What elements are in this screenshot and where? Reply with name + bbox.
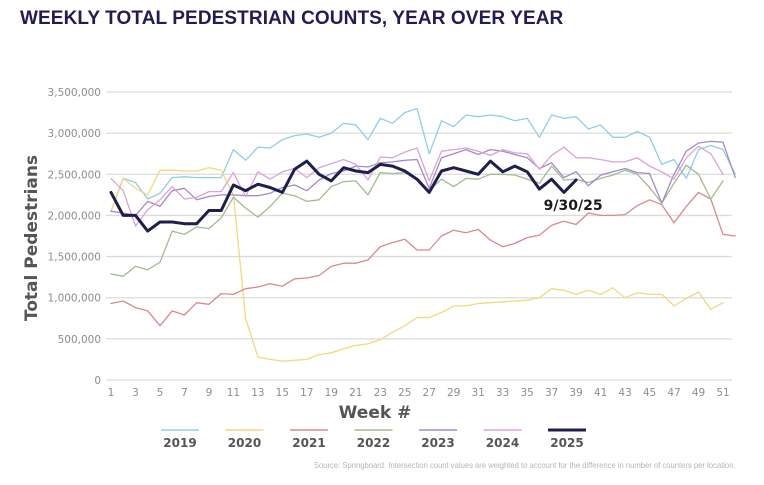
x-tick-label: 5 <box>157 387 164 399</box>
legend-label: 2019 <box>163 436 196 450</box>
y-axis-label: Total Pedestrians <box>22 155 42 321</box>
x-tick-label: 45 <box>643 387 656 399</box>
annotation-label: 9/30/25 <box>544 198 603 214</box>
x-tick-label: 19 <box>325 387 338 399</box>
series-lines <box>109 107 736 362</box>
x-tick-label: 3 <box>132 387 139 399</box>
legend-item-2021: 2021 <box>290 429 328 450</box>
y-tick-label: 1,500,000 <box>48 252 101 264</box>
legend-label: 2020 <box>228 436 261 450</box>
x-tick-label: 31 <box>472 387 485 399</box>
x-tick-label: 43 <box>618 387 631 399</box>
x-tick-label: 51 <box>716 387 729 399</box>
x-tick-label: 25 <box>398 387 411 399</box>
x-tick-label: 29 <box>447 387 460 399</box>
x-tick-label: 39 <box>569 387 582 399</box>
legend-label: 2023 <box>421 436 454 450</box>
x-tick-label: 23 <box>374 387 387 399</box>
x-tick-label: 37 <box>545 387 558 399</box>
x-tick-label: 33 <box>496 387 509 399</box>
x-tick-label: 47 <box>667 387 680 399</box>
y-tick-label: 2,000,000 <box>48 210 101 222</box>
chart-title: WEEKLY TOTAL PEDESTRIAN COUNTS, YEAR OVE… <box>20 8 564 29</box>
x-tick-label: 11 <box>227 387 240 399</box>
legend-label: 2025 <box>550 436 583 450</box>
series-line-2022 <box>110 164 724 277</box>
legend-item-2020: 2020 <box>225 429 264 450</box>
legend-label: 2024 <box>486 436 519 450</box>
y-tick-label: 1,000,000 <box>48 293 101 305</box>
legend-item-2019: 2019 <box>161 429 199 450</box>
y-tick-label: 3,000,000 <box>48 128 101 140</box>
x-tick-label: 41 <box>594 387 607 399</box>
legend-item-2023: 2023 <box>419 429 457 450</box>
y-tick-label: 3,500,000 <box>48 87 101 99</box>
series-line-2021 <box>110 191 736 327</box>
x-tick-label: 1 <box>108 387 115 399</box>
series-line-2020 <box>110 167 724 362</box>
series-line-2024 <box>110 145 724 227</box>
y-axis-ticks: 0 500,000 1,000,000 1,500,000 2,000,000 2,500… <box>48 87 101 387</box>
legend-item-2022: 2022 <box>354 429 393 450</box>
gridlines <box>106 91 732 381</box>
legend: 2019 2020 2021 2022 2023 2024 2025 <box>161 428 586 450</box>
x-axis-label: Week # <box>339 403 412 423</box>
x-tick-label: 21 <box>349 387 362 399</box>
x-axis-ticks: 1 3 5 7 9 11 13 15 17 19 21 23 25 27 29 31 33 35 37 39 41 43 4… <box>108 387 730 399</box>
y-tick-label: 500,000 <box>58 334 101 346</box>
series-line-2019 <box>110 107 736 212</box>
x-tick-label: 9 <box>206 387 213 399</box>
legend-label: 2022 <box>357 436 390 450</box>
legend-item-2024: 2024 <box>483 429 522 450</box>
x-tick-label: 17 <box>300 387 313 399</box>
series-line-2025 <box>109 159 578 233</box>
x-tick-label: 49 <box>692 387 705 399</box>
y-tick-label: 2,500,000 <box>48 169 101 181</box>
y-tick-label: 0 <box>94 375 101 387</box>
legend-item-2025: 2025 <box>548 428 586 450</box>
x-tick-label: 7 <box>181 387 188 399</box>
x-tick-label: 13 <box>251 387 264 399</box>
x-tick-label: 15 <box>276 387 289 399</box>
x-tick-label: 27 <box>423 387 436 399</box>
source-note: Source: Springboard. Intersection count … <box>314 460 736 470</box>
legend-label: 2021 <box>292 436 325 450</box>
x-tick-label: 35 <box>520 387 533 399</box>
series-line-2023 <box>110 140 736 217</box>
